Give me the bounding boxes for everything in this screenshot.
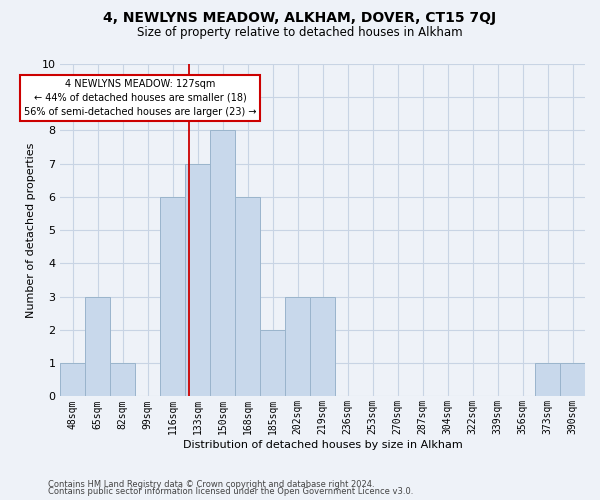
Bar [210, 130, 235, 396]
Bar [185, 164, 210, 396]
Bar [260, 330, 285, 396]
Text: 4 NEWLYNS MEADOW: 127sqm
← 44% of detached houses are smaller (18)
56% of semi-d: 4 NEWLYNS MEADOW: 127sqm ← 44% of detach… [24, 79, 257, 117]
Bar [535, 363, 560, 396]
Text: Contains HM Land Registry data © Crown copyright and database right 2024.: Contains HM Land Registry data © Crown c… [48, 480, 374, 489]
Y-axis label: Number of detached properties: Number of detached properties [26, 142, 36, 318]
Bar [285, 296, 310, 396]
X-axis label: Distribution of detached houses by size in Alkham: Distribution of detached houses by size … [183, 440, 463, 450]
Bar [310, 296, 335, 396]
Text: Contains public sector information licensed under the Open Government Licence v3: Contains public sector information licen… [48, 487, 413, 496]
Bar [560, 363, 585, 396]
Bar [235, 197, 260, 396]
Bar [110, 363, 136, 396]
Bar [160, 197, 185, 396]
Text: Size of property relative to detached houses in Alkham: Size of property relative to detached ho… [137, 26, 463, 39]
Bar [85, 296, 110, 396]
Text: 4, NEWLYNS MEADOW, ALKHAM, DOVER, CT15 7QJ: 4, NEWLYNS MEADOW, ALKHAM, DOVER, CT15 7… [103, 11, 497, 25]
Bar [61, 363, 85, 396]
